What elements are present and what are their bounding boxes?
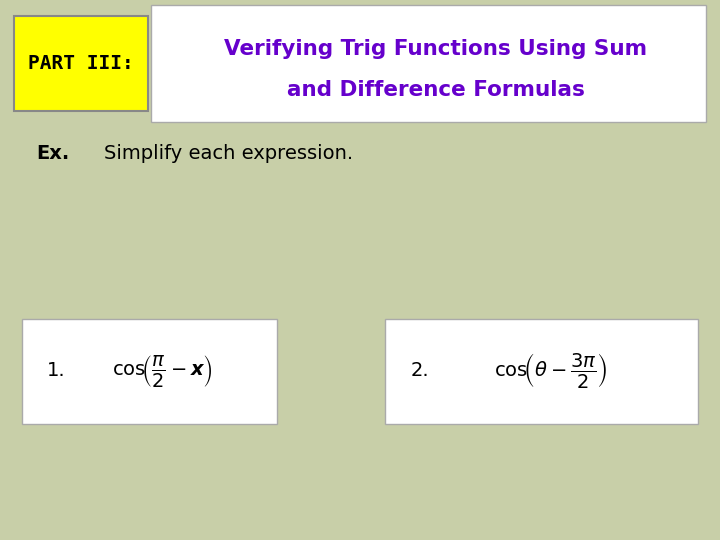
Text: Simplify each expression.: Simplify each expression. [104, 144, 354, 164]
Text: Ex.: Ex. [36, 144, 69, 164]
Text: Verifying Trig Functions Using Sum: Verifying Trig Functions Using Sum [224, 38, 647, 59]
Text: $\mathrm{cos}\!\left(\dfrac{\pi}{2} - \boldsymbol{x}\right)$: $\mathrm{cos}\!\left(\dfrac{\pi}{2} - \b… [112, 353, 212, 389]
FancyBboxPatch shape [14, 16, 148, 111]
Text: and Difference Formulas: and Difference Formulas [287, 80, 585, 100]
FancyBboxPatch shape [22, 319, 277, 424]
Text: PART III:: PART III: [29, 53, 134, 73]
Text: 1.: 1. [47, 361, 66, 381]
Text: $\mathrm{cos}\!\left(\theta - \dfrac{3\pi}{2}\right)$: $\mathrm{cos}\!\left(\theta - \dfrac{3\p… [494, 352, 608, 390]
FancyBboxPatch shape [385, 319, 698, 424]
Text: 2.: 2. [410, 361, 429, 381]
FancyBboxPatch shape [151, 5, 706, 122]
